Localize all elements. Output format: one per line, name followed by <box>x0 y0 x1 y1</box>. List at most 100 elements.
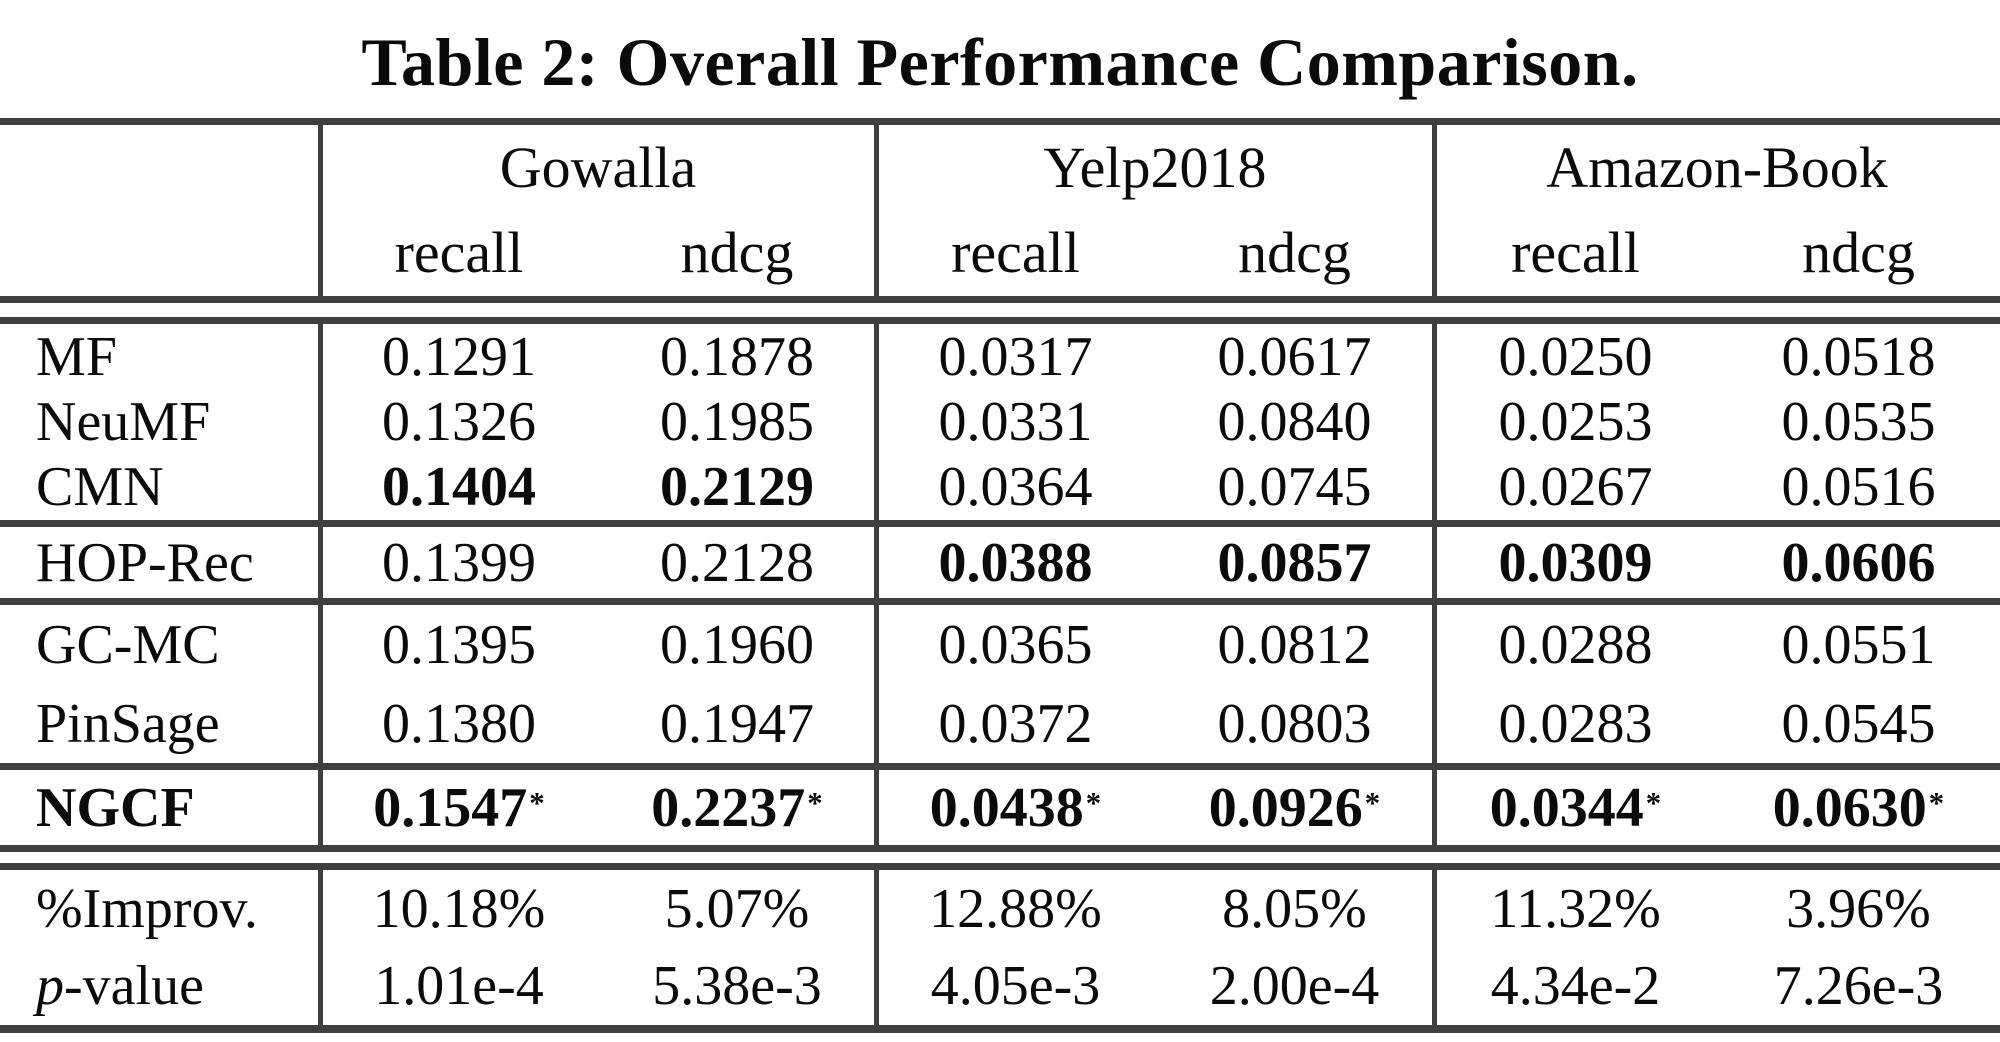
table-row-gc-mc: GC-MC 0.1395 0.1960 0.0365 0.0812 0.0288… <box>0 605 2000 684</box>
metric-cell: 0.0365 <box>938 613 1093 676</box>
metric-cell: 0.0535 <box>1781 390 1936 453</box>
row-label: CMN <box>36 456 164 519</box>
metric-cell: 0.0518 <box>1781 325 1936 388</box>
row-label: %Improv. <box>36 877 258 940</box>
metric-cell: 0.1380 <box>382 692 536 755</box>
table-caption: Table 2: Overall Performance Comparison. <box>361 23 1639 100</box>
metric-cell: 11.32% <box>1490 877 1661 940</box>
row-label: PinSage <box>36 692 220 755</box>
metric-cell: 2.00e-4 <box>1209 955 1380 1018</box>
ngcf-block: NGCF 0.1547 * 0.2237 * 0.0438 * 0.0926 * 0.0… <box>0 770 2000 845</box>
metric-value: 0.0630 <box>1772 776 1927 839</box>
table-row-improvement: %Improv. 10.18% 5.07% 12.88% 8.05% 11.32… <box>0 870 2000 948</box>
significance-star: * <box>1364 786 1381 821</box>
significance-star: * <box>807 786 823 821</box>
metric-cell: 0.1947 <box>660 692 814 755</box>
table-row-neumf: NeuMF 0.1326 0.1985 0.0331 0.0840 0.0253… <box>0 389 2000 454</box>
baseline-block-1: MF 0.1291 0.1878 0.0317 0.0617 0.0250 0.… <box>0 324 2000 520</box>
summary-double-rule <box>0 845 2000 870</box>
p-symbol: p <box>36 955 64 1018</box>
metric-cell: 0.0388 <box>938 531 1093 594</box>
metric-cell: 0.0551 <box>1781 613 1936 676</box>
metric-cell: 0.2128 <box>660 531 814 594</box>
metric-value: 0.2237 <box>651 776 806 839</box>
significance-star: * <box>529 786 545 821</box>
metric-cell: 4.05e-3 <box>930 955 1101 1018</box>
significance-star: * <box>1085 786 1102 821</box>
section-rule <box>0 598 2000 605</box>
top-rule <box>0 118 2000 125</box>
significance-star: * <box>1645 786 1662 821</box>
row-label: HOP-Rec <box>36 531 254 594</box>
metric-cell: 0.2237 * <box>598 780 876 836</box>
baseline-block-3: GC-MC 0.1395 0.1960 0.0365 0.0812 0.0288… <box>0 605 2000 763</box>
metric-cell: 0.0253 <box>1498 390 1653 453</box>
metric-cell: 0.0516 <box>1781 456 1936 519</box>
metric-cell: 0.0317 <box>938 325 1093 388</box>
dataset-header-amazon-book: Amazon-Book <box>1546 134 1888 200</box>
column-divider-3 <box>1432 118 1437 1033</box>
table-header: Gowalla Yelp2018 Amazon-Book recall ndcg… <box>0 125 2000 296</box>
metric-cell: 0.0545 <box>1781 692 1936 755</box>
metric-cell: 12.88% <box>929 877 1102 940</box>
metric-cell: 0.0344 * <box>1434 780 1717 836</box>
metric-cell: 7.26e-3 <box>1773 955 1944 1018</box>
comparison-table: Gowalla Yelp2018 Amazon-Book recall ndcg… <box>0 118 2000 1033</box>
metric-header-row: recall ndcg recall ndcg recall ndcg <box>0 211 2000 297</box>
table-row-cmn: CMN 0.1404 0.2129 0.0364 0.0745 0.0267 0… <box>0 455 2000 520</box>
metric-header-ndcg: ndcg <box>1238 220 1351 286</box>
table-row-mf: MF 0.1291 0.1878 0.0317 0.0617 0.0250 0.… <box>0 324 2000 389</box>
metric-header-ndcg: ndcg <box>680 220 794 286</box>
summary-block: %Improv. 10.18% 5.07% 12.88% 8.05% 11.32… <box>0 870 2000 1025</box>
metric-cell: 0.0331 <box>938 390 1093 453</box>
metric-cell: 0.0926 * <box>1155 780 1434 836</box>
metric-cell: 0.0812 <box>1217 613 1372 676</box>
metric-cell: 0.0630 * <box>1717 780 2000 836</box>
metric-cell: 0.0857 <box>1217 531 1372 594</box>
metric-cell: 0.0438 * <box>876 780 1155 836</box>
metric-cell: 0.1985 <box>660 390 814 453</box>
metric-cell: 0.0803 <box>1217 692 1372 755</box>
metric-cell: 0.1547 * <box>320 780 598 836</box>
metric-cell: 5.38e-3 <box>652 955 822 1018</box>
metric-cell: 0.0288 <box>1498 613 1653 676</box>
dataset-header-gowalla: Gowalla <box>499 134 697 200</box>
table-row-hop-rec: HOP-Rec 0.1399 0.2128 0.0388 0.0857 0.03… <box>0 527 2000 598</box>
metric-value: 0.0926 <box>1208 776 1363 839</box>
table-row-pinsage: PinSage 0.1380 0.1947 0.0372 0.0803 0.02… <box>0 684 2000 763</box>
metric-cell: 8.05% <box>1222 877 1367 940</box>
metric-header-recall: recall <box>1511 220 1640 286</box>
dataset-header-yelp2018: Yelp2018 <box>1043 134 1267 200</box>
metric-cell: 0.0372 <box>938 692 1093 755</box>
metric-cell: 0.1399 <box>382 531 536 594</box>
metric-header-recall: recall <box>394 220 524 286</box>
dataset-header-row: Gowalla Yelp2018 Amazon-Book <box>0 125 2000 211</box>
row-label: NeuMF <box>36 390 211 453</box>
baseline-block-2: HOP-Rec 0.1399 0.2128 0.0388 0.0857 0.03… <box>0 527 2000 598</box>
metric-cell: 1.01e-4 <box>374 955 544 1018</box>
metric-cell: 0.1960 <box>660 613 814 676</box>
section-rule <box>0 763 2000 770</box>
column-divider-1 <box>318 118 323 1033</box>
column-divider-2 <box>874 118 879 1033</box>
header-double-rule <box>0 296 2000 324</box>
metric-cell: 10.18% <box>372 877 546 940</box>
metric-cell: 0.0267 <box>1498 456 1653 519</box>
row-label: p -value <box>0 958 320 1014</box>
metric-header-ndcg: ndcg <box>1802 220 1915 286</box>
row-label: GC-MC <box>36 613 220 676</box>
metric-cell: 0.1395 <box>382 613 536 676</box>
metric-cell: 3.96% <box>1786 877 1931 940</box>
p-value-label-rest: -value <box>64 955 204 1018</box>
table-row-ngcf: NGCF 0.1547 * 0.2237 * 0.0438 * 0.0926 * 0.0… <box>0 770 2000 845</box>
bottom-rule <box>0 1025 2000 1033</box>
metric-cell: 0.0283 <box>1498 692 1653 755</box>
table-row-p-value: p -value 1.01e-4 5.38e-3 4.05e-3 2.00e-4 … <box>0 948 2000 1026</box>
metric-header-recall: recall <box>951 220 1080 286</box>
metric-value: 0.0438 <box>929 776 1084 839</box>
metric-cell: 0.1291 <box>382 325 536 388</box>
metric-cell: 0.2129 <box>660 456 814 519</box>
metric-cell: 0.0840 <box>1217 390 1372 453</box>
metric-cell: 0.0309 <box>1498 531 1653 594</box>
